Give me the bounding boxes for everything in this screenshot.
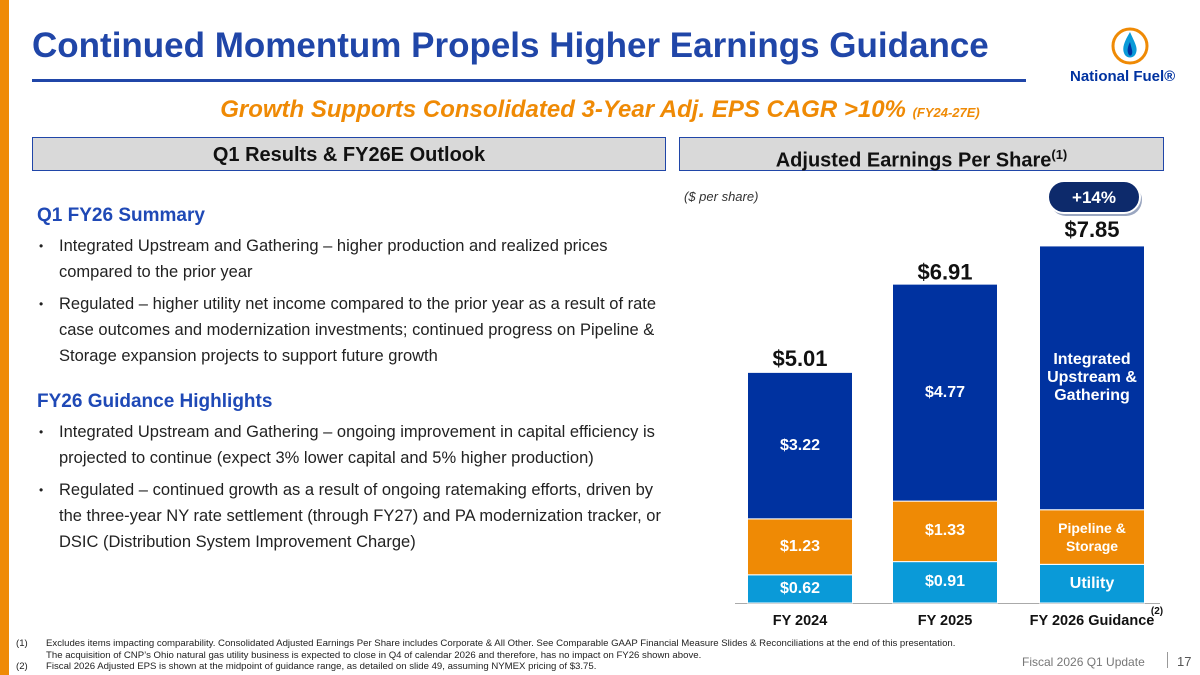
left-header: Q1 Results & FY26E Outlook (32, 137, 666, 171)
bar-segment (892, 500, 998, 563)
section-heading: FY26 Guidance Highlights (37, 391, 273, 412)
segment-value-label: $4.77 (924, 383, 966, 401)
segment-value-label: $1.23 (779, 537, 821, 555)
footnote-marker: (2) (16, 661, 28, 672)
bar-segment (1039, 245, 1145, 511)
x-tick-label: FY 2026 Guidance (1030, 613, 1155, 629)
total-label: $6.91 (917, 260, 972, 285)
chart-title-note: (1) (1051, 147, 1068, 162)
subtitle-text: Growth Supports Consolidated 3-Year Adj.… (220, 96, 906, 123)
bullet: Integrated Upstream and Gathering – high… (37, 233, 669, 285)
footer: Fiscal 2026 Q1 Update (1022, 655, 1145, 669)
total-label: $7.85 (1064, 217, 1119, 242)
subtitle: Growth Supports Consolidated 3-Year Adj.… (0, 96, 1200, 124)
bullet: Regulated – higher utility net income co… (37, 291, 669, 369)
bar-segment (747, 371, 853, 520)
chart-title: Adjusted Earnings Per Share (775, 149, 1052, 172)
series-label: Utility (1069, 574, 1115, 592)
segment-value-label: $0.62 (779, 579, 821, 597)
x-tick-label: FY 2025 (918, 613, 973, 629)
summary: Q1 FY26 Summary Integrated Upstream and G… (37, 205, 669, 555)
segment-value-label: $3.22 (779, 436, 821, 454)
bar-segment (892, 561, 998, 604)
footnote-marker: (1) (16, 638, 28, 649)
category-note: (2) (1151, 606, 1163, 617)
badge (1047, 180, 1141, 214)
bar-segment (747, 518, 853, 576)
footer-divider (1167, 652, 1168, 668)
footnote-line: The acquisition of CNP’s Ohio natural ga… (16, 650, 955, 662)
page-number: 17 (1177, 654, 1192, 669)
series-label: Pipeline & Storage (1058, 520, 1126, 555)
bar-segment (1039, 563, 1145, 604)
series-label: Integrated Upstream & Gathering (1047, 350, 1137, 404)
footnote-text: The acquisition of CNP’s Ohio natural ga… (46, 649, 702, 661)
title: Continued Momentum Propels Higher Earnin… (32, 26, 989, 65)
annotation: +14% (1072, 188, 1116, 207)
segment-value-label: $0.91 (924, 573, 966, 591)
total-label: $5.01 (772, 346, 827, 371)
footnote-line: (2) Fiscal 2026 Adjusted EPS is shown at … (16, 661, 955, 673)
title-rule (32, 79, 1026, 82)
section-heading: Q1 FY26 Summary (37, 205, 205, 226)
bar-segment (892, 283, 998, 502)
footnote-line: (1) Excludes items impacting comparabilit… (16, 638, 955, 650)
bar-segment (1039, 509, 1145, 565)
footnotes: (1) Excludes items impacting comparabilit… (8, 638, 955, 673)
accent-bar (0, 0, 9, 675)
chart-header: Adjusted Earnings Per Share(1) (679, 137, 1164, 172)
x-tick-label: FY 2024 (773, 613, 828, 629)
bullet: Integrated Upstream and Gathering – ongo… (37, 419, 669, 471)
footnote-text: Excludes items impacting comparability. … (46, 638, 956, 649)
logo-icon (1111, 27, 1149, 65)
segment-value-label: $1.33 (924, 522, 966, 540)
footnote-text: Fiscal 2026 Adjusted EPS is shown at the… (46, 661, 597, 672)
logo-text: National Fuel® (1070, 68, 1176, 85)
unit-label: ($ per share) (684, 189, 758, 204)
bullet: Regulated – continued growth as a result… (37, 477, 669, 555)
subtitle-note: (FY24-27E) (912, 105, 980, 120)
